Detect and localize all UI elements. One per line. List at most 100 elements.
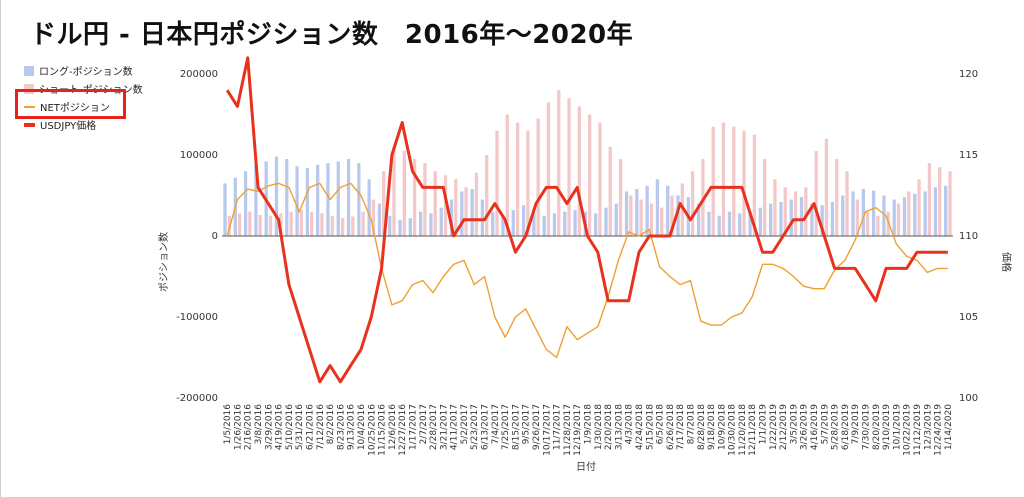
bar-long-38 — [614, 203, 618, 236]
bar-short-15 — [382, 171, 386, 236]
bar-short-6 — [289, 211, 293, 236]
xtick-28: 8/15/2017 — [511, 404, 521, 450]
bar-short-39 — [629, 195, 633, 236]
xtick-35: 1/9/2018 — [584, 404, 594, 445]
bar-short-14 — [371, 199, 376, 236]
bar-long-51 — [748, 211, 752, 236]
bar-long-32 — [552, 213, 557, 236]
legend-swatch-usdjpy — [24, 122, 35, 127]
bar-long-37 — [604, 207, 608, 236]
bar-long-62 — [861, 189, 865, 236]
xtick-18: 1/17/2017 — [408, 404, 418, 450]
bar-short-9 — [320, 213, 324, 236]
bar-long-56 — [799, 197, 804, 236]
bar-long-18 — [408, 218, 412, 236]
xtick-7: 5/31/2016 — [295, 404, 305, 450]
legend-item-usdjpy[interactable]: USDJPY価格 — [24, 116, 143, 133]
bar-short-58 — [824, 138, 829, 236]
xtick-67: 11/12/2019 — [913, 404, 923, 456]
legend-swatch-net — [24, 105, 35, 108]
bar-short-33 — [567, 98, 571, 236]
bar-long-16 — [388, 215, 392, 236]
bar-short-7 — [299, 210, 304, 236]
bar-short-12 — [351, 216, 355, 236]
bar-short-70 — [948, 171, 952, 236]
legend-item-net[interactable]: NETポジション — [24, 98, 143, 115]
bar-short-59 — [835, 159, 839, 236]
bar-long-22 — [449, 199, 454, 236]
bar-long-47 — [707, 211, 711, 236]
bar-short-3 — [258, 214, 262, 236]
bar-short-38 — [618, 159, 623, 236]
bar-short-52 — [763, 159, 767, 236]
bar-long-9 — [316, 164, 320, 236]
bar-long-28 — [511, 210, 515, 236]
xtick-58: 5/7/2019 — [820, 404, 830, 445]
ytick-left-3: -100000 — [176, 312, 218, 323]
bar-long-3 — [254, 164, 258, 236]
xtick-54: 2/12/2019 — [779, 404, 789, 450]
xtick-69: 12/24/2019 — [934, 404, 944, 456]
ytick-left-2: 0 — [212, 231, 218, 242]
bar-short-67 — [917, 179, 921, 236]
bar-long-20 — [429, 213, 433, 236]
xtick-12: 9/13/2016 — [347, 404, 357, 450]
bar-short-35 — [588, 114, 592, 236]
bar-long-64 — [882, 195, 886, 236]
bar-long-43 — [666, 185, 670, 236]
xtick-21: 3/21/2017 — [439, 404, 449, 450]
bar-short-51 — [752, 134, 757, 236]
bar-long-19 — [418, 211, 423, 236]
xtick-68: 12/3/2019 — [923, 404, 933, 450]
bar-short-66 — [907, 191, 911, 236]
xtick-23: 5/2/2017 — [460, 404, 470, 444]
bar-short-2 — [248, 211, 252, 236]
bar-short-32 — [557, 90, 561, 236]
bar-long-14 — [367, 179, 371, 236]
xtick-31: 10/17/2017 — [542, 404, 552, 456]
bar-long-27 — [501, 215, 505, 236]
xtick-0: 1/5/2016 — [223, 404, 233, 445]
bar-long-30 — [532, 211, 536, 236]
bar-short-25 — [485, 155, 489, 236]
bar-short-13 — [361, 211, 365, 236]
xtick-37: 2/20/2018 — [604, 404, 614, 450]
bar-short-26 — [495, 130, 499, 236]
xtick-45: 8/7/2018 — [686, 404, 696, 445]
xtick-48: 10/9/2018 — [717, 404, 727, 450]
bar-short-50 — [742, 130, 746, 236]
bar-short-17 — [402, 150, 406, 236]
bar-long-57 — [810, 203, 814, 236]
legend-item-long[interactable]: ロング-ポジション数 — [24, 62, 143, 79]
bar-short-45 — [690, 171, 695, 236]
xtick-70: 1/14/2020 — [944, 404, 954, 450]
ytick-right-4: 100 — [959, 393, 978, 404]
bar-long-10 — [326, 163, 330, 236]
bar-short-10 — [330, 215, 334, 236]
bar-long-69 — [933, 187, 938, 236]
xtick-19: 2/7/2017 — [419, 404, 429, 444]
bar-short-53 — [773, 179, 777, 236]
bar-short-21 — [443, 175, 448, 236]
bar-long-59 — [830, 201, 835, 236]
bar-long-66 — [902, 197, 907, 236]
xtick-57: 4/16/2019 — [810, 404, 820, 450]
xtick-13: 10/4/2016 — [357, 404, 367, 450]
ytick-left-0: 200000 — [180, 69, 218, 80]
xtick-55: 3/5/2019 — [789, 404, 799, 445]
legend-swatch-short — [24, 83, 34, 94]
bar-long-67 — [913, 193, 917, 236]
xtick-40: 4/24/2018 — [635, 404, 645, 450]
bar-short-23 — [464, 187, 468, 236]
xtick-44: 7/17/2018 — [676, 404, 686, 450]
xtick-50: 11/20/2018 — [738, 404, 748, 456]
bar-short-20 — [433, 171, 437, 236]
ytick-right-3: 105 — [959, 312, 978, 323]
xtick-56: 3/26/2019 — [800, 404, 810, 450]
xtick-14: 10/25/2016 — [367, 404, 377, 456]
bar-short-68 — [927, 163, 932, 236]
bar-short-4 — [268, 215, 273, 236]
bar-long-17 — [398, 219, 402, 236]
bar-long-40 — [635, 189, 639, 236]
